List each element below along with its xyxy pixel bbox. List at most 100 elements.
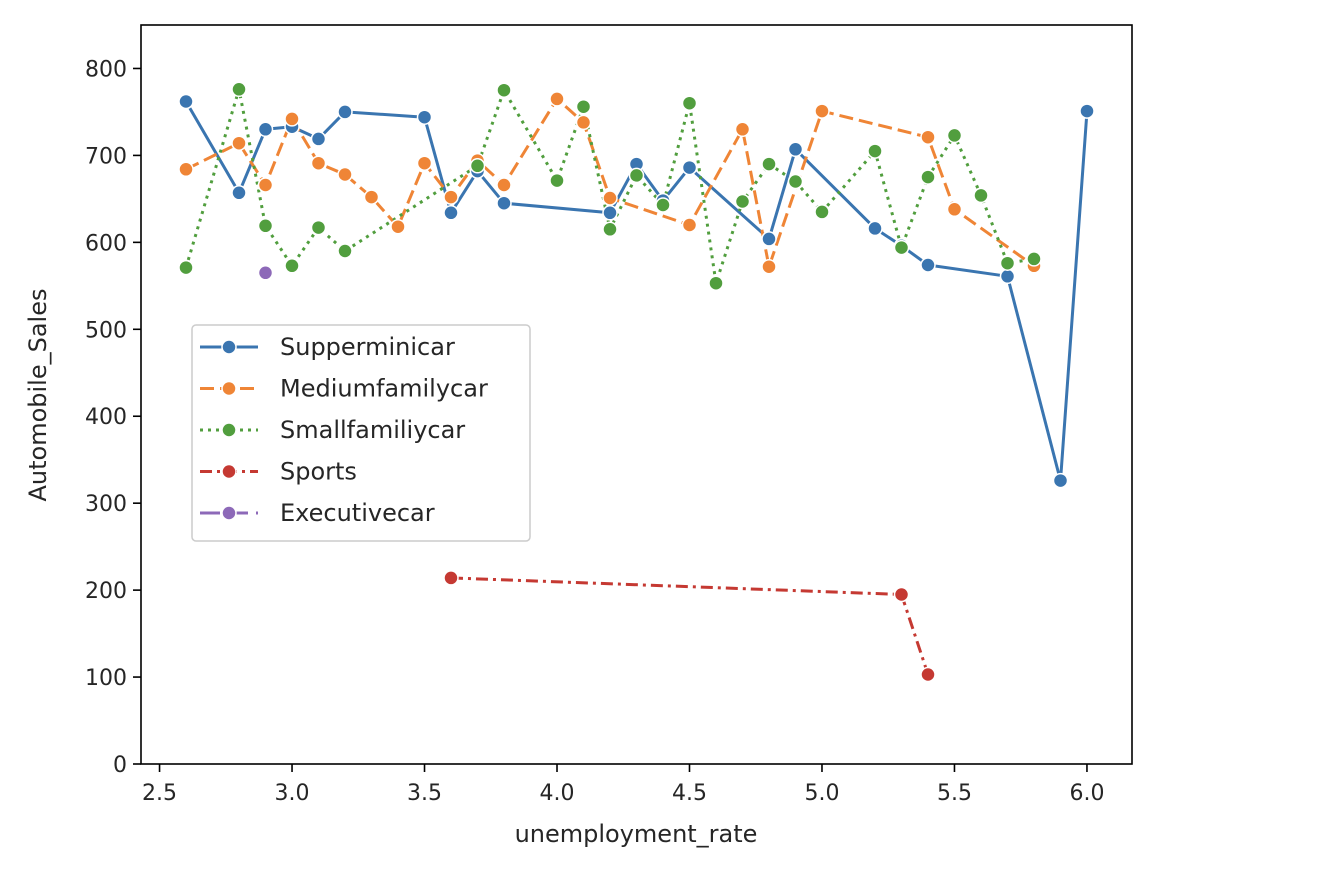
data-point-smallfamiliycar-16 xyxy=(761,156,777,172)
data-point-supperminicar-21 xyxy=(1079,103,1095,119)
data-point-smallfamiliycar-1 xyxy=(231,81,247,98)
data-point-supperminicar-0 xyxy=(178,93,194,110)
data-point-smallfamiliycar-15 xyxy=(734,193,751,210)
data-point-supperminicar-4 xyxy=(310,131,327,147)
data-point-sports-2 xyxy=(920,666,936,683)
legend-marker-supperminicar xyxy=(221,339,237,355)
series-markers xyxy=(178,81,1095,683)
y-axis-ticks: 0 100 200 300 400 500 600 700 800 xyxy=(85,57,141,778)
data-point-supperminicar-7 xyxy=(443,205,459,221)
x-axis-label: unemployment_rate xyxy=(515,820,758,848)
data-point-supperminicar-6 xyxy=(416,109,433,125)
data-point-mediumfamilycar-0 xyxy=(178,161,194,178)
data-point-supperminicar-1 xyxy=(231,185,247,201)
x-tick-label-0: 2.5 xyxy=(142,781,177,806)
data-point-smallfamiliycar-20 xyxy=(893,239,910,256)
data-point-smallfamiliycar-0 xyxy=(178,259,194,276)
y-tick-label-0: 0 xyxy=(113,753,127,778)
data-point-smallfamiliycar-19 xyxy=(867,143,883,159)
x-tick-label-3: 4.0 xyxy=(540,781,575,806)
data-point-supperminicar-14 xyxy=(761,231,777,247)
data-point-mediumfamilycar-17 xyxy=(761,258,777,275)
y-tick-label-3: 300 xyxy=(85,492,127,517)
x-tick-label-2: 3.5 xyxy=(407,781,442,806)
data-point-mediumfamilycar-7 xyxy=(390,218,406,235)
data-point-mediumfamilycar-20 xyxy=(946,201,963,218)
x-tick-label-6: 5.5 xyxy=(937,781,972,806)
data-point-mediumfamilycar-18 xyxy=(814,103,830,119)
data-point-mediumfamilycar-19 xyxy=(920,129,936,145)
data-point-smallfamiliycar-3 xyxy=(284,258,300,274)
data-point-mediumfamilycar-6 xyxy=(363,189,380,205)
data-point-mediumfamilycar-5 xyxy=(337,166,353,183)
legend-label-executivecar: Executivecar xyxy=(280,499,435,527)
y-tick-label-5: 500 xyxy=(85,318,127,343)
x-tick-label-5: 5.0 xyxy=(804,781,839,806)
x-axis-ticks: 2.5 3.0 3.5 4.0 4.5 5.0 5.5 6.0 xyxy=(142,764,1104,806)
y-tick-label-4: 400 xyxy=(85,405,127,430)
data-point-mediumfamilycar-14 xyxy=(602,190,618,206)
data-point-smallfamiliycar-4 xyxy=(310,219,327,236)
data-point-mediumfamilycar-8 xyxy=(416,155,433,171)
data-point-mediumfamilycar-16 xyxy=(734,121,751,138)
data-point-sports-0 xyxy=(443,570,459,586)
legend-label-smallfamiliycar: Smallfamiliycar xyxy=(280,416,465,444)
plot-frame xyxy=(140,24,1133,765)
data-point-smallfamiliycar-13 xyxy=(681,95,698,111)
legend-box xyxy=(191,324,531,542)
data-point-mediumfamilycar-15 xyxy=(681,217,698,233)
data-point-mediumfamilycar-9 xyxy=(443,189,459,205)
data-point-mediumfamilycar-2 xyxy=(257,177,274,193)
data-point-smallfamiliycar-25 xyxy=(1026,251,1042,267)
data-point-smallfamiliycar-23 xyxy=(973,187,989,204)
data-point-mediumfamilycar-11 xyxy=(496,177,512,193)
data-point-smallfamiliycar-9 xyxy=(575,98,592,115)
data-point-supperminicar-15 xyxy=(787,141,804,158)
y-tick-label-1: 100 xyxy=(85,666,127,691)
data-point-mediumfamilycar-12 xyxy=(549,91,565,107)
data-point-smallfamiliycar-21 xyxy=(920,169,936,185)
legend: Supperminicar Mediumfamilycar Smallfamiliy… xyxy=(191,324,531,542)
legend-marker-executivecar xyxy=(221,505,237,521)
data-point-supperminicar-5 xyxy=(337,104,353,120)
data-point-supperminicar-19 xyxy=(999,268,1016,285)
data-point-executivecar-0 xyxy=(257,265,274,281)
y-tick-label-6: 600 xyxy=(85,231,127,256)
legend-marker-mediumfamilycar xyxy=(221,380,237,397)
x-tick-label-1: 3.0 xyxy=(275,781,310,806)
legend-label-mediumfamilycar: Mediumfamilycar xyxy=(280,375,488,403)
legend-marker-sports xyxy=(221,463,237,480)
data-point-supperminicar-10 xyxy=(602,205,618,221)
data-point-smallfamiliycar-7 xyxy=(496,82,512,98)
y-axis-label: Automobile_Sales xyxy=(24,289,52,502)
data-point-smallfamiliycar-18 xyxy=(814,204,830,220)
data-point-supperminicar-9 xyxy=(496,195,512,211)
data-point-mediumfamilycar-3 xyxy=(284,111,300,127)
data-point-smallfamiliycar-17 xyxy=(787,173,804,190)
data-point-mediumfamilycar-4 xyxy=(310,155,327,171)
series-line-mediumfamilycar xyxy=(185,97,1035,269)
x-tick-label-7: 6.0 xyxy=(1069,781,1104,806)
data-point-smallfamiliycar-24 xyxy=(999,255,1016,271)
legend-marker-smallfamiliycar xyxy=(221,422,237,438)
data-point-smallfamiliycar-5 xyxy=(337,243,353,259)
data-point-smallfamiliycar-2 xyxy=(257,218,274,234)
data-point-smallfamiliycar-14 xyxy=(708,275,724,291)
data-point-mediumfamilycar-1 xyxy=(231,135,247,151)
data-point-sports-1 xyxy=(893,586,910,603)
data-point-smallfamiliycar-12 xyxy=(655,197,671,213)
data-point-smallfamiliycar-10 xyxy=(602,221,618,238)
y-tick-label-8: 800 xyxy=(85,57,127,82)
legend-label-sports: Sports xyxy=(280,458,357,486)
data-point-smallfamiliycar-8 xyxy=(549,172,565,189)
data-point-supperminicar-16 xyxy=(867,220,883,237)
data-point-supperminicar-20 xyxy=(1052,472,1069,489)
data-point-smallfamiliycar-6 xyxy=(469,158,486,174)
data-point-supperminicar-18 xyxy=(920,257,936,273)
x-tick-label-4: 4.5 xyxy=(672,781,707,806)
data-point-smallfamiliycar-22 xyxy=(946,127,963,144)
y-tick-label-7: 700 xyxy=(85,144,127,169)
data-point-mediumfamilycar-13 xyxy=(575,114,592,131)
